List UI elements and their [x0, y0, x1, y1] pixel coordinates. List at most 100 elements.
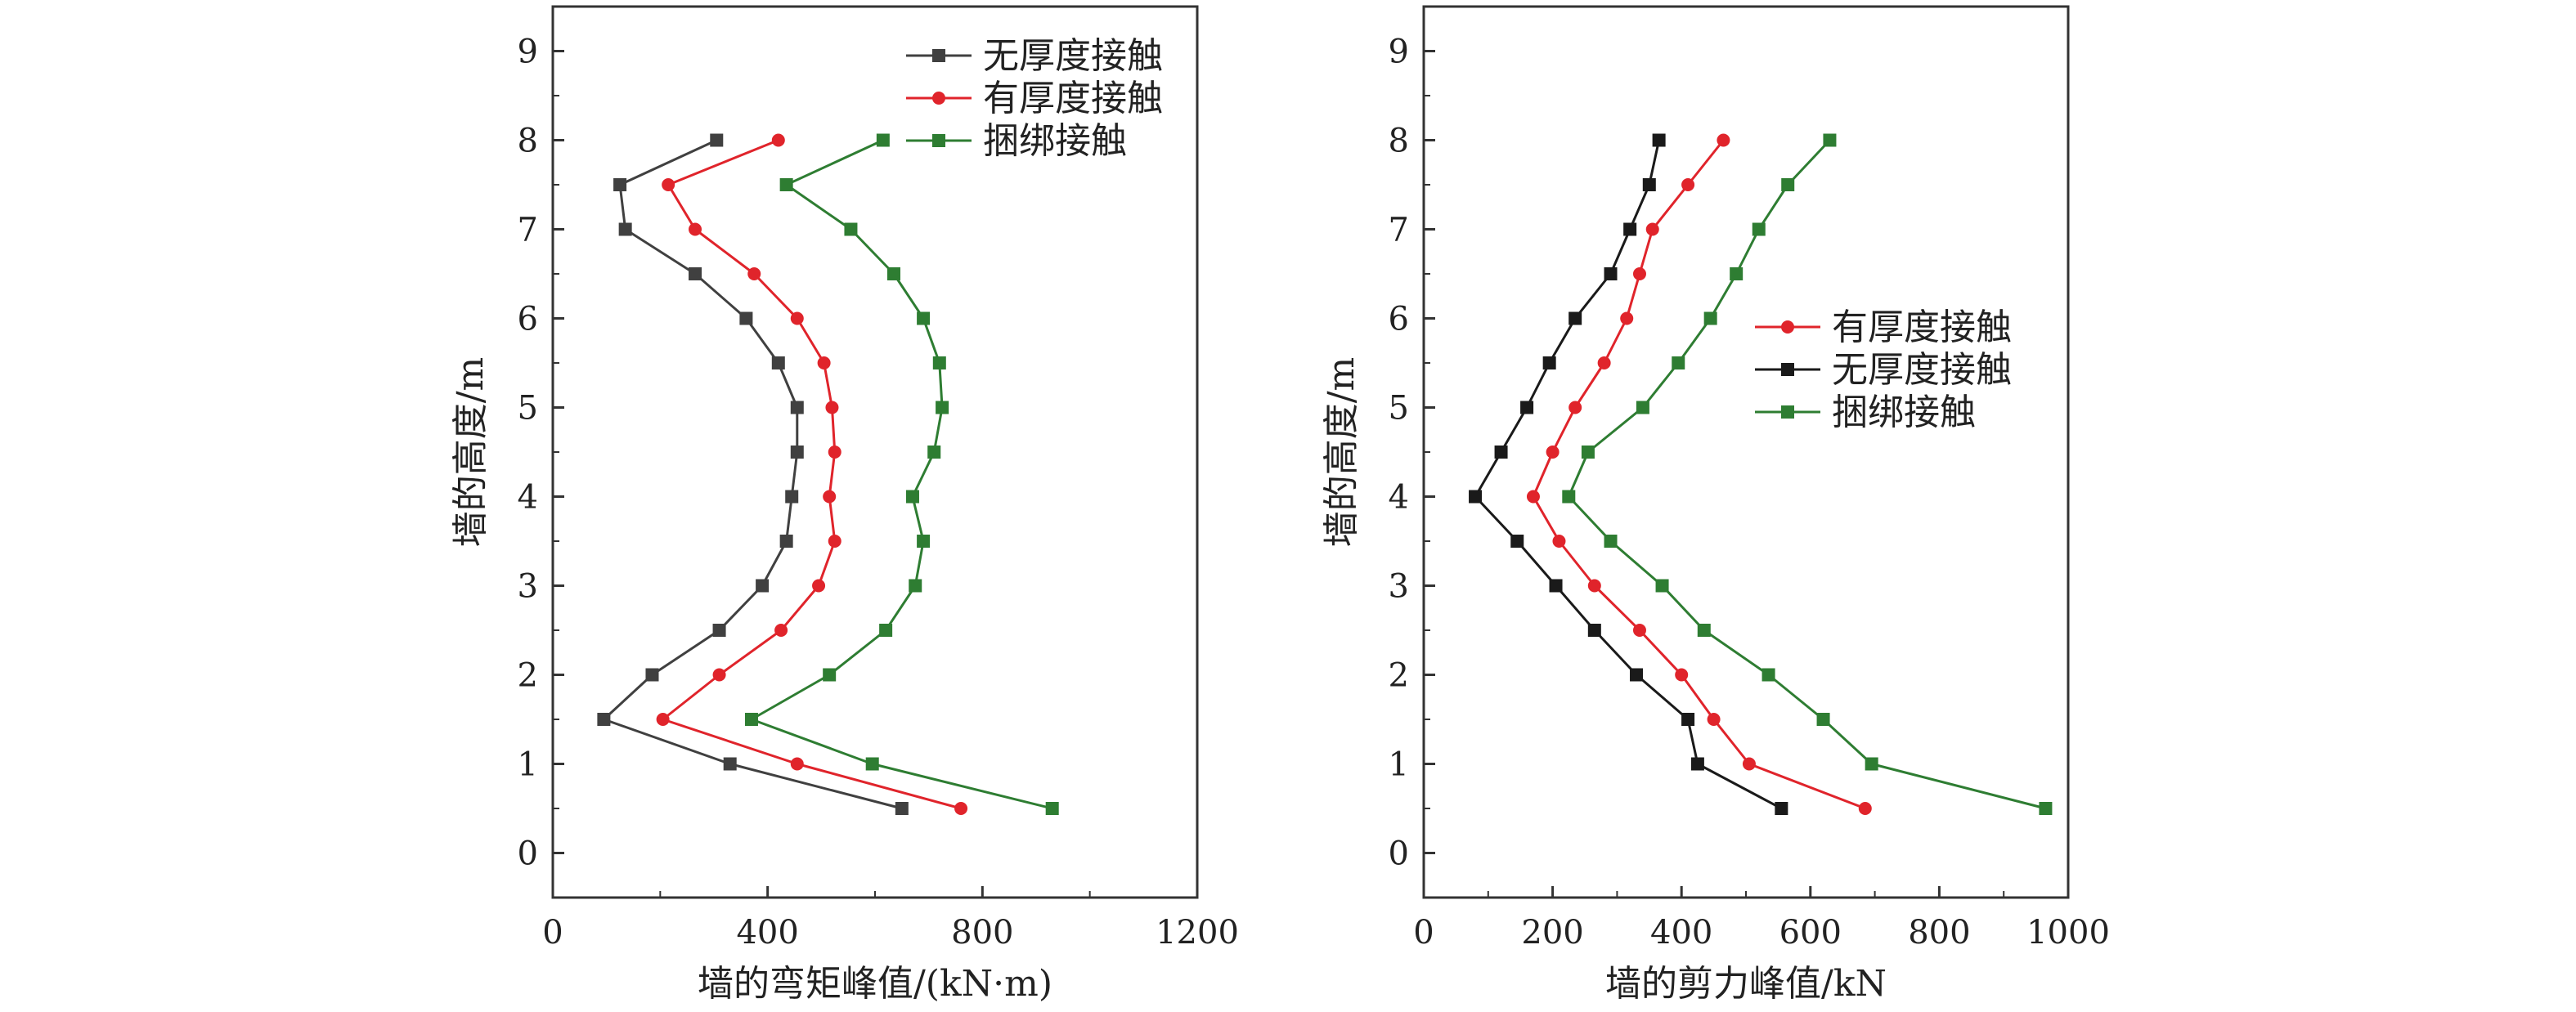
data-point	[710, 133, 724, 147]
data-point	[774, 624, 788, 637]
y-tick-label: 8	[518, 123, 538, 160]
data-point	[1672, 356, 1685, 369]
legend-item: 捆绑接触	[906, 120, 1127, 162]
data-point	[812, 579, 826, 593]
data-point	[1526, 490, 1540, 504]
data-point	[1752, 222, 1766, 236]
legend-marker	[1781, 405, 1794, 419]
data-point	[1652, 133, 1666, 147]
data-point	[1552, 535, 1566, 548]
legend-item: 有厚度接触	[1755, 307, 2012, 348]
series-line	[602, 139, 903, 810]
data-point	[790, 446, 804, 459]
y-tick-label: 3	[518, 568, 538, 606]
legend-marker	[932, 49, 945, 62]
data-point	[895, 802, 909, 815]
data-point	[747, 267, 761, 280]
legend-marker	[932, 134, 945, 147]
x-tick-label: 800	[951, 914, 1013, 952]
data-point	[790, 311, 804, 325]
series-line	[1532, 139, 1866, 810]
data-point	[828, 446, 841, 459]
y-tick-label: 1	[518, 746, 538, 784]
shear-chart-panel: 0 200 400 600 800 1000 0 1 2 3 4 5 6 7 8 9 墙的剪力峰值/kN 墙的高度…	[1321, 5, 2110, 1005]
data-point	[886, 267, 900, 280]
data-point	[1690, 757, 1704, 771]
data-point	[828, 535, 841, 548]
y-tick-label: 7	[1389, 212, 1409, 249]
series-line	[750, 139, 1053, 810]
legend-item: 无厚度接触	[1755, 349, 2012, 391]
data-point	[1655, 579, 1669, 593]
legend-label: 无厚度接触	[983, 35, 1163, 77]
y-tick-label: 2	[1389, 657, 1409, 695]
data-point	[771, 133, 785, 147]
data-point	[1630, 668, 1644, 682]
data-point	[712, 624, 726, 637]
y-tick-label: 9	[1389, 34, 1409, 71]
series-3	[744, 133, 1059, 815]
data-point	[1469, 490, 1483, 504]
series-line	[662, 139, 962, 810]
data-point	[909, 579, 922, 593]
y-tick-label: 3	[1389, 568, 1409, 606]
x-tick-label: 200	[1521, 914, 1583, 952]
data-point	[1494, 446, 1508, 459]
y-tick-label: 4	[1389, 479, 1409, 517]
data-point	[613, 178, 627, 191]
data-point	[785, 490, 799, 504]
x-tick-label: 400	[736, 914, 798, 952]
data-point	[1642, 178, 1656, 191]
data-point	[656, 713, 670, 726]
legend-label: 捆绑接触	[983, 120, 1127, 162]
data-point	[1542, 356, 1556, 369]
data-point	[790, 757, 804, 771]
data-point	[879, 624, 893, 637]
data-point	[756, 579, 770, 593]
x-tick-label: 800	[1908, 914, 1970, 952]
data-point	[1781, 178, 1795, 191]
data-point	[876, 133, 890, 147]
data-point	[1546, 446, 1560, 459]
series-2	[656, 133, 968, 815]
data-point	[1045, 802, 1059, 815]
data-point	[1697, 624, 1711, 637]
data-point	[936, 401, 949, 414]
data-point	[1858, 802, 1872, 815]
data-point	[1681, 713, 1695, 726]
legend-marker	[1781, 363, 1794, 376]
x-tick-label: 1000	[2026, 914, 2110, 952]
data-point	[771, 356, 785, 369]
series-line	[1567, 139, 2046, 810]
legend-item: 无厚度接触	[906, 35, 1163, 77]
data-point	[662, 178, 675, 191]
data-point	[1510, 535, 1524, 548]
data-point	[823, 668, 837, 682]
x-tick-label: 0	[1413, 914, 1434, 952]
x-axis-title: 墙的剪力峰值/kN	[1605, 963, 1887, 1005]
data-point	[1645, 222, 1659, 236]
data-point	[1636, 401, 1649, 414]
y-tick-label: 0	[1389, 835, 1409, 873]
y-tick-label: 9	[518, 34, 538, 71]
data-point	[645, 668, 659, 682]
data-point	[865, 757, 879, 771]
data-point	[823, 490, 837, 504]
data-point	[1604, 267, 1618, 280]
y-tick-label: 6	[518, 301, 538, 338]
legend-marker	[1781, 320, 1794, 334]
y-tick-label: 0	[518, 835, 538, 873]
data-point	[1632, 267, 1646, 280]
data-point	[1587, 579, 1601, 593]
y-tick-label: 5	[518, 390, 538, 428]
data-point	[1865, 757, 1878, 771]
data-point	[1581, 446, 1595, 459]
y-tick-label: 4	[518, 479, 538, 517]
data-point	[1707, 713, 1721, 726]
data-point	[2039, 802, 2053, 815]
data-point	[917, 311, 931, 325]
series-3	[1562, 133, 2053, 815]
y-tick-label: 1	[1389, 746, 1409, 784]
